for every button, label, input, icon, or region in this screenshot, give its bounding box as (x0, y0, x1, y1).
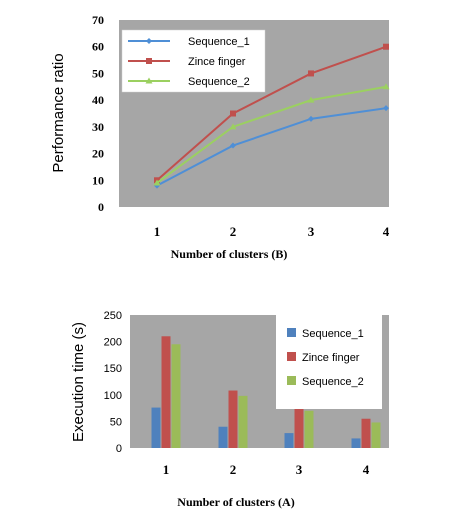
legend-label: Sequence_1 (302, 328, 364, 340)
series-zince-finger (161, 336, 371, 448)
y-tick-label: 200 (104, 337, 122, 349)
data-point (382, 83, 390, 90)
x-ticks: 1 2 3 4 (163, 462, 370, 477)
data-point (230, 142, 236, 149)
legend-label: Sequence_2 (188, 76, 250, 88)
legend-item: Zince finger (128, 56, 246, 68)
legend: Sequence_1 Zince finger Sequence_2 (276, 313, 382, 409)
x-tick-label: 2 (230, 224, 237, 239)
bar (238, 395, 248, 448)
y-ticks: 0 50 100 150 200 250 (104, 310, 122, 455)
y-tick-label: 20 (92, 147, 104, 161)
legend-swatch (287, 376, 296, 385)
bar (151, 407, 161, 448)
x-tick-label: 4 (383, 224, 390, 239)
y-tick-label: 30 (92, 120, 104, 134)
y-tick-label: 50 (110, 416, 122, 428)
x-tick-label: 4 (363, 462, 370, 477)
legend-item: Sequence_2 (128, 76, 250, 88)
y-tick-label: 0 (98, 200, 104, 214)
legend-marker (145, 77, 153, 84)
legend-marker (146, 38, 152, 44)
data-point (153, 179, 161, 186)
bar (351, 438, 361, 448)
data-point (308, 70, 314, 77)
data-point (383, 43, 389, 50)
legend-swatch (287, 328, 296, 337)
y-tick-label: 40 (92, 93, 104, 107)
y-tick-label: 50 (92, 66, 104, 80)
bar (218, 426, 228, 448)
bar (228, 390, 238, 448)
series-sequence-2 (171, 344, 381, 448)
bars (151, 336, 381, 448)
series-lines (153, 43, 390, 189)
bar (284, 433, 294, 448)
x-tick-label: 1 (163, 462, 170, 477)
y-axis-label: Performance ratio (50, 53, 67, 172)
y-tick-label: 250 (104, 310, 122, 322)
y-tick-label: 60 (92, 40, 104, 54)
y-tick-label: 150 (104, 363, 122, 375)
bar (161, 336, 171, 448)
x-tick-label: 3 (308, 224, 315, 239)
y-tick-label: 70 (92, 13, 104, 27)
series-sequence-1 (151, 407, 361, 448)
x-tick-label: 1 (154, 224, 161, 239)
legend-item: Zince finger (287, 352, 360, 364)
legend-label: Zince finger (302, 352, 360, 364)
series-sequence-2 (153, 83, 390, 186)
series-line (156, 107, 387, 187)
series-line (156, 85, 387, 184)
y-tick-label: 10 (92, 173, 104, 187)
legend-label: Sequence_1 (188, 36, 250, 48)
y-tick-label: 0 (116, 443, 122, 455)
series-line (156, 45, 387, 182)
x-tick-label: 3 (296, 462, 303, 477)
x-ticks: 1 2 3 4 (154, 224, 390, 239)
bar (361, 418, 371, 448)
x-axis-label: Number of clusters (A) (177, 495, 294, 509)
data-point (308, 115, 314, 122)
x-axis-label: Number of clusters (B) (171, 247, 288, 261)
y-tick-label: 100 (104, 390, 122, 402)
legend-item: Sequence_2 (287, 376, 364, 388)
data-point (307, 96, 315, 103)
bar (171, 344, 181, 448)
legend-item: Sequence_1 (128, 36, 250, 48)
data-point (230, 110, 236, 117)
legend-label: Zince finger (188, 56, 246, 68)
legend-swatch (287, 352, 296, 361)
bar (304, 410, 314, 448)
legend-marker (146, 58, 152, 64)
y-axis-label: Execution time (s) (70, 322, 87, 442)
legend-label: Sequence_2 (302, 376, 364, 388)
data-point (229, 123, 237, 130)
bar (294, 407, 304, 448)
legend: Sequence_1 Zince finger Sequence_2 (121, 29, 266, 93)
data-point (383, 105, 389, 112)
bar (371, 422, 381, 448)
x-tick-label: 2 (230, 462, 237, 477)
legend-item: Sequence_1 (287, 328, 364, 340)
y-ticks: 0 10 20 30 40 50 60 70 (92, 13, 104, 214)
